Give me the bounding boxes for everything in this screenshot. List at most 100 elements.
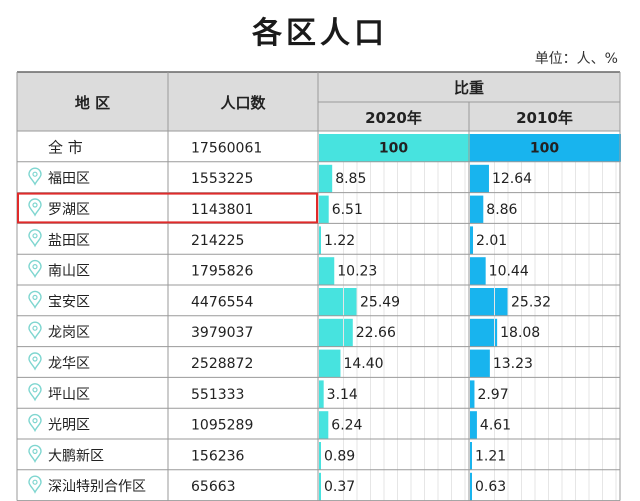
bar-2010 xyxy=(470,472,472,501)
share-2010-label: 0.63 xyxy=(475,479,506,495)
location-pin-icon xyxy=(28,321,42,340)
bar-2010 xyxy=(470,226,474,255)
share-2020-label: 8.85 xyxy=(335,171,366,187)
district-name: 深汕特别合作区 xyxy=(48,479,146,495)
share-2020-label: 6.51 xyxy=(332,202,363,218)
location-pin-dot xyxy=(32,356,38,362)
location-pin-icon xyxy=(28,383,42,402)
header-population: 人口数 xyxy=(220,94,266,112)
population-value: 156236 xyxy=(191,448,245,464)
district-name: 光明区 xyxy=(48,418,90,434)
share-2010-label: 25.32 xyxy=(511,294,551,310)
share-2020-label: 22.66 xyxy=(356,325,396,341)
bar-2020 xyxy=(319,380,324,409)
district-name: 大鹏新区 xyxy=(48,448,104,464)
bar-2020 xyxy=(319,318,353,347)
population-value: 1795826 xyxy=(191,264,253,280)
location-pin-icon xyxy=(28,167,42,186)
location-pin-icon xyxy=(28,444,42,463)
bar-2010 xyxy=(470,411,477,439)
population-value: 551333 xyxy=(191,387,244,403)
header-weight: 比重 xyxy=(454,79,484,97)
location-pin-icon xyxy=(28,475,42,494)
population-value: 1553225 xyxy=(191,171,253,187)
bar-2020 xyxy=(319,288,357,316)
location-pin-dot xyxy=(32,387,38,393)
bar-2010 xyxy=(470,442,472,470)
bar-2020 xyxy=(319,442,321,470)
location-pin-dot xyxy=(32,325,38,331)
population-value: 65663 xyxy=(191,479,236,495)
bar-2020 xyxy=(319,349,341,378)
share-2010-label: 100 xyxy=(530,140,559,156)
share-2020-label: 0.37 xyxy=(324,479,355,495)
bar-2010 xyxy=(470,164,489,193)
bar-2020 xyxy=(319,226,321,255)
share-2020-label: 6.24 xyxy=(331,418,362,434)
location-pin-icon xyxy=(28,198,42,217)
share-2010-label: 13.23 xyxy=(493,356,533,372)
bar-2010 xyxy=(470,195,484,224)
location-pin-dot xyxy=(32,448,38,454)
share-2010-label: 4.61 xyxy=(480,418,511,434)
unit-note: 单位：人、% xyxy=(534,51,618,67)
bar-2010 xyxy=(470,349,490,378)
district-name: 宝安区 xyxy=(48,294,90,310)
district-name: 龙岗区 xyxy=(48,325,90,341)
share-2010-label: 8.86 xyxy=(486,202,517,218)
share-2010-label: 2.01 xyxy=(476,233,507,249)
share-2010-label: 1.21 xyxy=(475,448,506,464)
share-2020-label: 3.14 xyxy=(327,387,358,403)
location-pin-dot xyxy=(32,171,38,177)
bar-2020 xyxy=(319,164,333,193)
bar-2020 xyxy=(319,411,329,439)
bar-2010 xyxy=(470,318,498,347)
population-value: 214225 xyxy=(191,233,244,249)
location-pin-dot xyxy=(32,294,38,300)
share-2020-label: 100 xyxy=(379,140,408,156)
district-name: 龙华区 xyxy=(48,356,90,372)
location-pin-icon xyxy=(28,290,42,309)
share-2020-label: 25.49 xyxy=(360,294,400,310)
population-value: 1095289 xyxy=(191,418,253,434)
bar-2020 xyxy=(319,195,329,224)
share-2010-label: 18.08 xyxy=(500,325,540,341)
location-pin-dot xyxy=(32,233,38,239)
bar-2020 xyxy=(319,472,321,501)
location-pin-icon xyxy=(28,413,42,433)
share-2010-label: 2.97 xyxy=(477,387,508,403)
district-name: 坪山区 xyxy=(48,387,90,403)
share-2010-label: 12.64 xyxy=(492,171,532,187)
location-pin-dot xyxy=(32,418,38,424)
bar-2010 xyxy=(470,134,621,162)
bar-2010 xyxy=(470,380,475,409)
header-district: 地 区 xyxy=(75,94,110,112)
share-2020-label: 14.40 xyxy=(343,356,383,372)
location-pin-dot xyxy=(32,202,38,208)
highlight-box xyxy=(17,192,318,224)
bar-2010 xyxy=(470,257,486,285)
district-name: 全 市 xyxy=(48,138,83,156)
district-name: 罗湖区 xyxy=(48,202,90,218)
header-year-2010: 2010年 xyxy=(516,109,573,127)
population-value: 3979037 xyxy=(191,325,253,341)
share-2020-label: 0.89 xyxy=(324,448,355,464)
district-name: 南山区 xyxy=(48,264,90,280)
population-value: 2528872 xyxy=(191,356,253,372)
bar-2020 xyxy=(319,134,470,162)
header-year-2020: 2020年 xyxy=(365,109,422,127)
bar-2020 xyxy=(319,257,335,285)
page-title: 各区人口 xyxy=(252,16,388,51)
location-pin-dot xyxy=(32,264,38,270)
district-name: 福田区 xyxy=(48,171,90,187)
location-pin-icon xyxy=(28,352,42,371)
location-pin-dot xyxy=(32,479,38,485)
district-name: 盐田区 xyxy=(48,233,90,249)
location-pin-icon xyxy=(28,259,42,279)
population-value: 4476554 xyxy=(191,294,253,310)
population-value: 1143801 xyxy=(191,202,253,218)
share-2020-label: 1.22 xyxy=(324,233,355,249)
location-pin-icon xyxy=(28,229,42,248)
bar-2010 xyxy=(470,288,508,316)
